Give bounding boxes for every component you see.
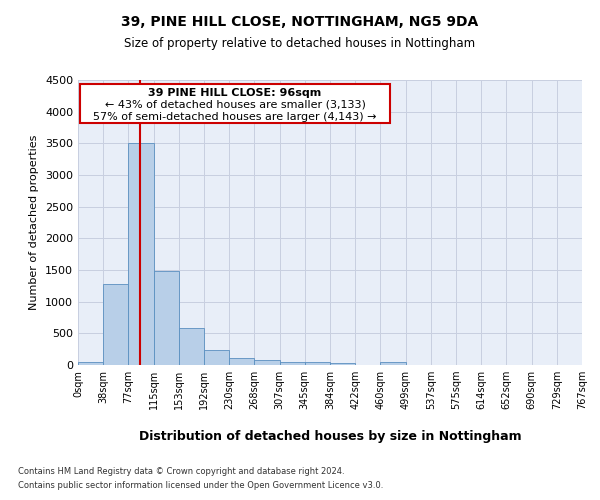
Text: Contains public sector information licensed under the Open Government Licence v3: Contains public sector information licen… xyxy=(18,481,383,490)
Bar xyxy=(179,328,204,365)
Bar xyxy=(103,284,128,365)
Bar xyxy=(80,84,390,123)
Bar xyxy=(330,363,355,365)
Text: Size of property relative to detached houses in Nottingham: Size of property relative to detached ho… xyxy=(124,38,476,51)
Text: 39, PINE HILL CLOSE, NOTTINGHAM, NG5 9DA: 39, PINE HILL CLOSE, NOTTINGHAM, NG5 9DA xyxy=(121,15,479,29)
Text: Contains HM Land Registry data © Crown copyright and database right 2024.: Contains HM Land Registry data © Crown c… xyxy=(18,468,344,476)
Bar xyxy=(229,358,254,365)
Bar xyxy=(128,144,154,365)
Text: 39 PINE HILL CLOSE: 96sqm: 39 PINE HILL CLOSE: 96sqm xyxy=(148,88,322,98)
Bar xyxy=(305,362,330,365)
Y-axis label: Number of detached properties: Number of detached properties xyxy=(29,135,40,310)
Bar xyxy=(380,362,406,365)
Bar xyxy=(280,362,305,365)
Bar xyxy=(204,350,229,365)
Text: Distribution of detached houses by size in Nottingham: Distribution of detached houses by size … xyxy=(139,430,521,443)
Bar xyxy=(154,272,179,365)
Text: 57% of semi-detached houses are larger (4,143) →: 57% of semi-detached houses are larger (… xyxy=(93,112,377,122)
Bar xyxy=(254,360,280,365)
Text: ← 43% of detached houses are smaller (3,133): ← 43% of detached houses are smaller (3,… xyxy=(104,100,365,110)
Bar xyxy=(78,362,103,365)
